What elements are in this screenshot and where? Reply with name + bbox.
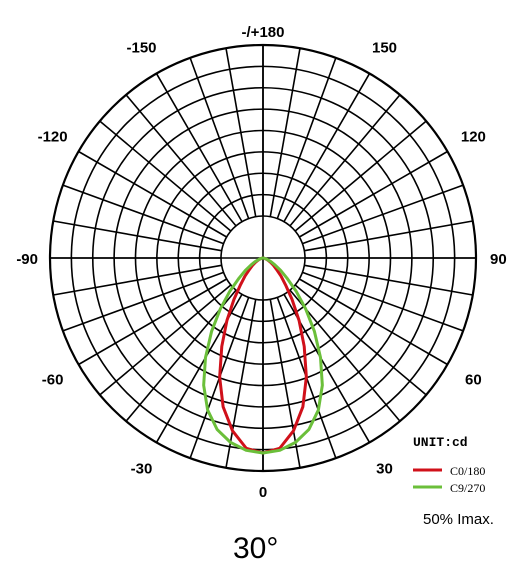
grid-spoke-200 [189, 57, 250, 219]
unit-label: UNIT:cd [413, 435, 468, 450]
grid-spoke-140 [289, 94, 401, 227]
polar-grid [48, 43, 478, 473]
grid-spoke-250 [62, 184, 224, 245]
grid-spoke-70 [302, 271, 464, 332]
angle-label-150-2: 150 [372, 40, 397, 57]
grid-spoke-300 [78, 278, 228, 366]
grid-spoke-260 [53, 220, 222, 252]
angle-label-150-1: -150 [126, 40, 156, 57]
curve-c9-270 [202, 256, 324, 455]
grid-spoke-170 [269, 48, 301, 217]
intensity-curves [202, 256, 324, 455]
grid-spoke-190 [225, 48, 257, 217]
angle-label-90-6: 90 [490, 251, 507, 268]
grid-spoke-220 [125, 94, 237, 227]
angle-label-180-0: -/+180 [242, 24, 285, 41]
angle-label-120-4: 120 [461, 129, 486, 146]
angle-label-30-9: -30 [131, 460, 153, 477]
grid-spoke-160 [276, 57, 337, 219]
angle-label-30-10: 30 [376, 460, 393, 477]
beam-angle-label: 30° [233, 532, 278, 565]
angle-label-60-8: 60 [465, 372, 482, 389]
grid-spoke-210 [155, 73, 243, 223]
grid-spoke-290 [62, 271, 224, 332]
legend-label-c9-270: C9/270 [450, 481, 485, 495]
grid-spoke-230 [99, 120, 232, 232]
angle-label-0-11: 0 [259, 484, 267, 501]
imax-label: 50% Imax. [423, 511, 494, 528]
grid-spoke-120 [298, 150, 448, 238]
grid-spoke-130 [294, 120, 427, 232]
legend: UNIT:cd C0/180 C9/270 [413, 435, 485, 495]
grid-spoke-280 [53, 264, 222, 296]
grid-spoke-10 [269, 299, 301, 468]
grid-spoke-50 [294, 284, 427, 396]
grid-spoke-80 [304, 264, 473, 296]
legend-label-c0-180: C0/180 [450, 464, 485, 478]
angle-label-120-3: -120 [38, 129, 68, 146]
grid-spoke-310 [99, 284, 232, 396]
angle-label-90-5: -90 [16, 251, 38, 268]
grid-spoke-150 [283, 73, 371, 223]
angle-label-60-7: -60 [42, 372, 64, 389]
grid-spoke-60 [298, 278, 448, 366]
grid-spoke-110 [302, 184, 464, 245]
grid-spoke-350 [225, 299, 257, 468]
grid-spoke-100 [304, 220, 473, 252]
grid-spoke-240 [78, 150, 228, 238]
angle-labels: -/+180 -150 150 -120 120 -90 90 -60 60 -30 30 0 [16, 24, 506, 501]
